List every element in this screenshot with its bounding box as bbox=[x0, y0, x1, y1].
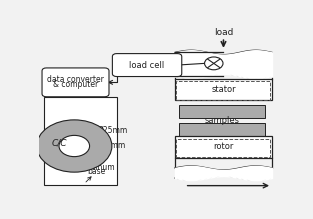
Text: Ø25mm: Ø25mm bbox=[88, 125, 128, 134]
Circle shape bbox=[37, 120, 112, 172]
Bar bbox=[44, 97, 117, 185]
Text: data converter: data converter bbox=[47, 75, 104, 84]
Circle shape bbox=[59, 135, 90, 157]
FancyBboxPatch shape bbox=[112, 54, 182, 76]
Text: rotor: rotor bbox=[213, 142, 234, 151]
Text: base: base bbox=[87, 167, 105, 176]
Bar bbox=[175, 136, 272, 158]
Text: Ø10mm: Ø10mm bbox=[80, 141, 126, 152]
Text: load: load bbox=[214, 28, 233, 37]
Bar bbox=[176, 139, 269, 157]
Text: load cell: load cell bbox=[130, 61, 165, 70]
Bar bbox=[179, 123, 265, 137]
Circle shape bbox=[205, 57, 223, 70]
Text: aluminum: aluminum bbox=[77, 162, 115, 171]
Text: C/C: C/C bbox=[52, 139, 68, 148]
Bar bbox=[176, 81, 269, 100]
Text: samples: samples bbox=[204, 116, 239, 125]
Bar bbox=[179, 105, 265, 118]
Bar bbox=[175, 79, 272, 101]
Text: stator: stator bbox=[211, 85, 236, 94]
FancyBboxPatch shape bbox=[42, 68, 109, 97]
Text: & computer: & computer bbox=[53, 80, 98, 89]
